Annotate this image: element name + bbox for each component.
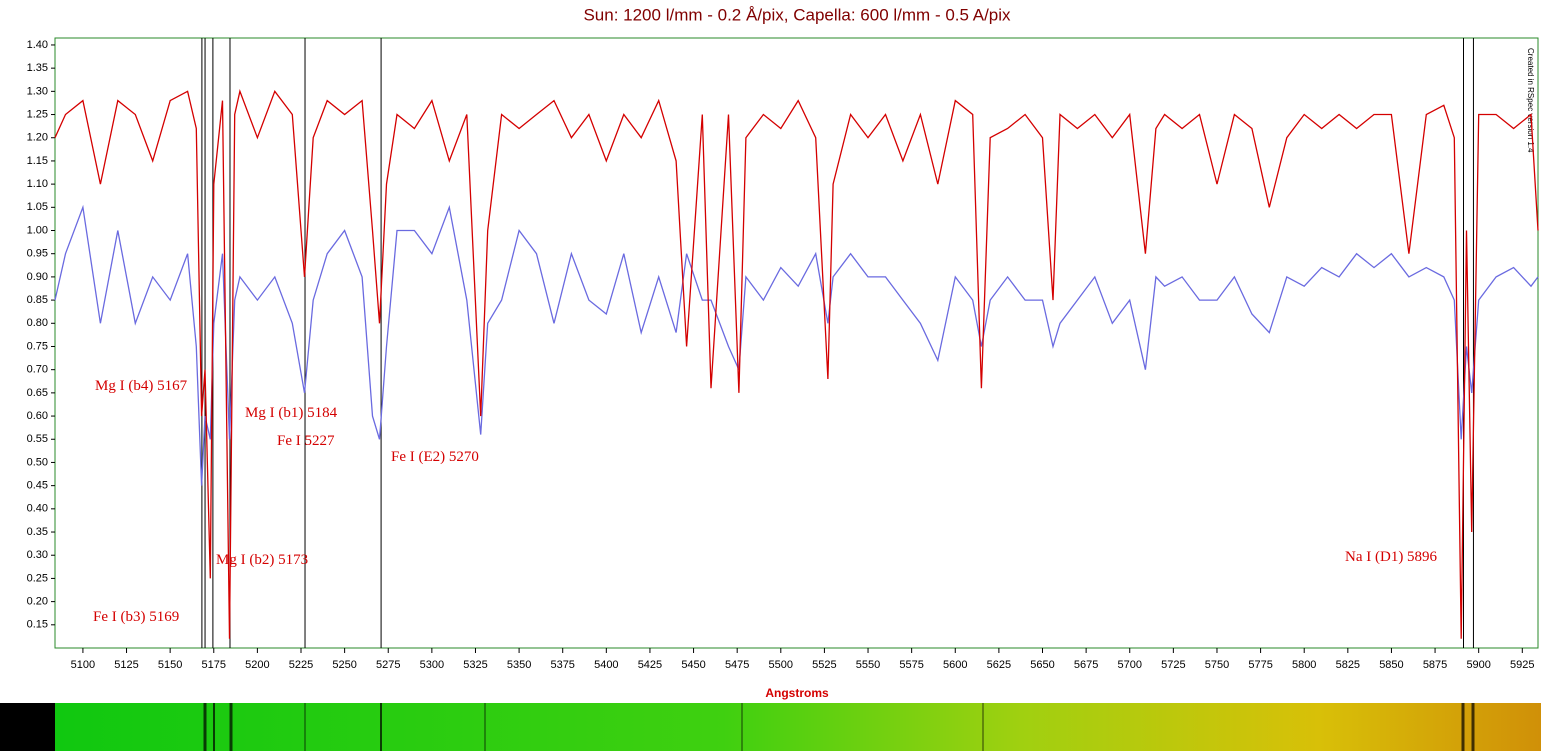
annotation: Mg I (b1) 5184 [245, 405, 338, 421]
y-tick-label: 0.80 [27, 317, 48, 329]
y-tick-label: 0.30 [27, 549, 48, 561]
x-tick-label: 5300 [420, 659, 444, 671]
x-tick-label: 5125 [114, 659, 138, 671]
x-tick-label: 5650 [1030, 659, 1054, 671]
y-tick-label: 0.45 [27, 480, 48, 492]
x-tick-label: 5400 [594, 659, 618, 671]
x-tick-label: 5200 [245, 659, 269, 671]
annotation: Fe I (E2) 5270 [391, 449, 479, 465]
y-tick-label: 0.60 [27, 410, 48, 422]
x-tick-label: 5325 [463, 659, 487, 671]
x-tick-label: 5475 [725, 659, 749, 671]
x-tick-label: 5525 [812, 659, 836, 671]
y-tick-label: 1.30 [27, 85, 48, 97]
x-tick-label: 5900 [1466, 659, 1490, 671]
y-tick-label: 0.85 [27, 294, 48, 306]
x-tick-label: 5625 [987, 659, 1011, 671]
x-tick-label: 5800 [1292, 659, 1316, 671]
x-tick-label: 5175 [202, 659, 226, 671]
x-tick-label: 5850 [1379, 659, 1403, 671]
y-tick-label: 1.15 [27, 155, 48, 167]
y-tick-label: 0.25 [27, 572, 48, 584]
x-tick-label: 5825 [1336, 659, 1360, 671]
y-tick-label: 0.90 [27, 271, 48, 283]
band-gradient [55, 703, 1541, 751]
watermark: Created in RSpec version 1.4 [1526, 48, 1535, 153]
y-tick-label: 1.05 [27, 201, 48, 213]
x-tick-label: 5700 [1117, 659, 1141, 671]
x-tick-label: 5725 [1161, 659, 1185, 671]
x-tick-label: 5775 [1248, 659, 1272, 671]
y-tick-label: 1.10 [27, 178, 48, 190]
x-tick-label: 5600 [943, 659, 967, 671]
plot-frame [54, 37, 1539, 649]
x-tick-label: 5675 [1074, 659, 1098, 671]
x-axis-label: Angstroms [765, 686, 829, 700]
band-lines [203, 703, 1475, 751]
x-tick-label: 5875 [1423, 659, 1447, 671]
y-tick-label: 1.00 [27, 224, 48, 236]
y-tick-label: 0.20 [27, 596, 48, 608]
x-tick-label: 5550 [856, 659, 880, 671]
annotation: Mg I (b2) 5173 [216, 552, 308, 568]
annotation: Fe I (b3) 5169 [93, 609, 179, 625]
x-tick-label: 5925 [1510, 659, 1534, 671]
y-tick-label: 0.75 [27, 340, 48, 352]
x-tick-label: 5150 [158, 659, 182, 671]
y-tick-label: 0.65 [27, 387, 48, 399]
x-tick-label: 5575 [899, 659, 923, 671]
y-tick-label: 0.70 [27, 364, 48, 376]
spectrum-band [0, 703, 1541, 751]
y-tick-label: 0.40 [27, 503, 48, 515]
y-tick-label: 0.50 [27, 456, 48, 468]
y-tick-label: 0.95 [27, 248, 48, 260]
y-tick-label: 1.25 [27, 108, 48, 120]
spectrum-line [54, 204, 1539, 486]
y-tick-label: 1.20 [27, 132, 48, 144]
annotation: Mg I (b4) 5167 [95, 378, 188, 394]
x-tick-label: 5750 [1205, 659, 1229, 671]
x-tick-label: 5375 [550, 659, 574, 671]
y-tick-label: 0.35 [27, 526, 48, 538]
x-tick-label: 5450 [681, 659, 705, 671]
spectrum-line [54, 89, 1539, 639]
x-tick-label: 5275 [376, 659, 400, 671]
y-tick-label: 0.55 [27, 433, 48, 445]
y-tick-label: 1.40 [27, 39, 48, 51]
x-tick-label: 5425 [638, 659, 662, 671]
x-tick-label: 5100 [71, 659, 95, 671]
y-tick-label: 1.35 [27, 62, 48, 74]
chart-title: Sun: 1200 l/mm - 0.2 Å/pix, Capella: 600… [583, 5, 1011, 24]
band-black [0, 703, 55, 751]
x-tick-label: 5225 [289, 659, 313, 671]
x-tick-label: 5500 [769, 659, 793, 671]
annotation: Fe I 5227 [277, 433, 335, 449]
annotation: Na I (D1) 5896 [1345, 549, 1438, 565]
x-tick-label: 5250 [332, 659, 356, 671]
x-tick-label: 5350 [507, 659, 531, 671]
y-tick-label: 0.15 [27, 619, 48, 631]
